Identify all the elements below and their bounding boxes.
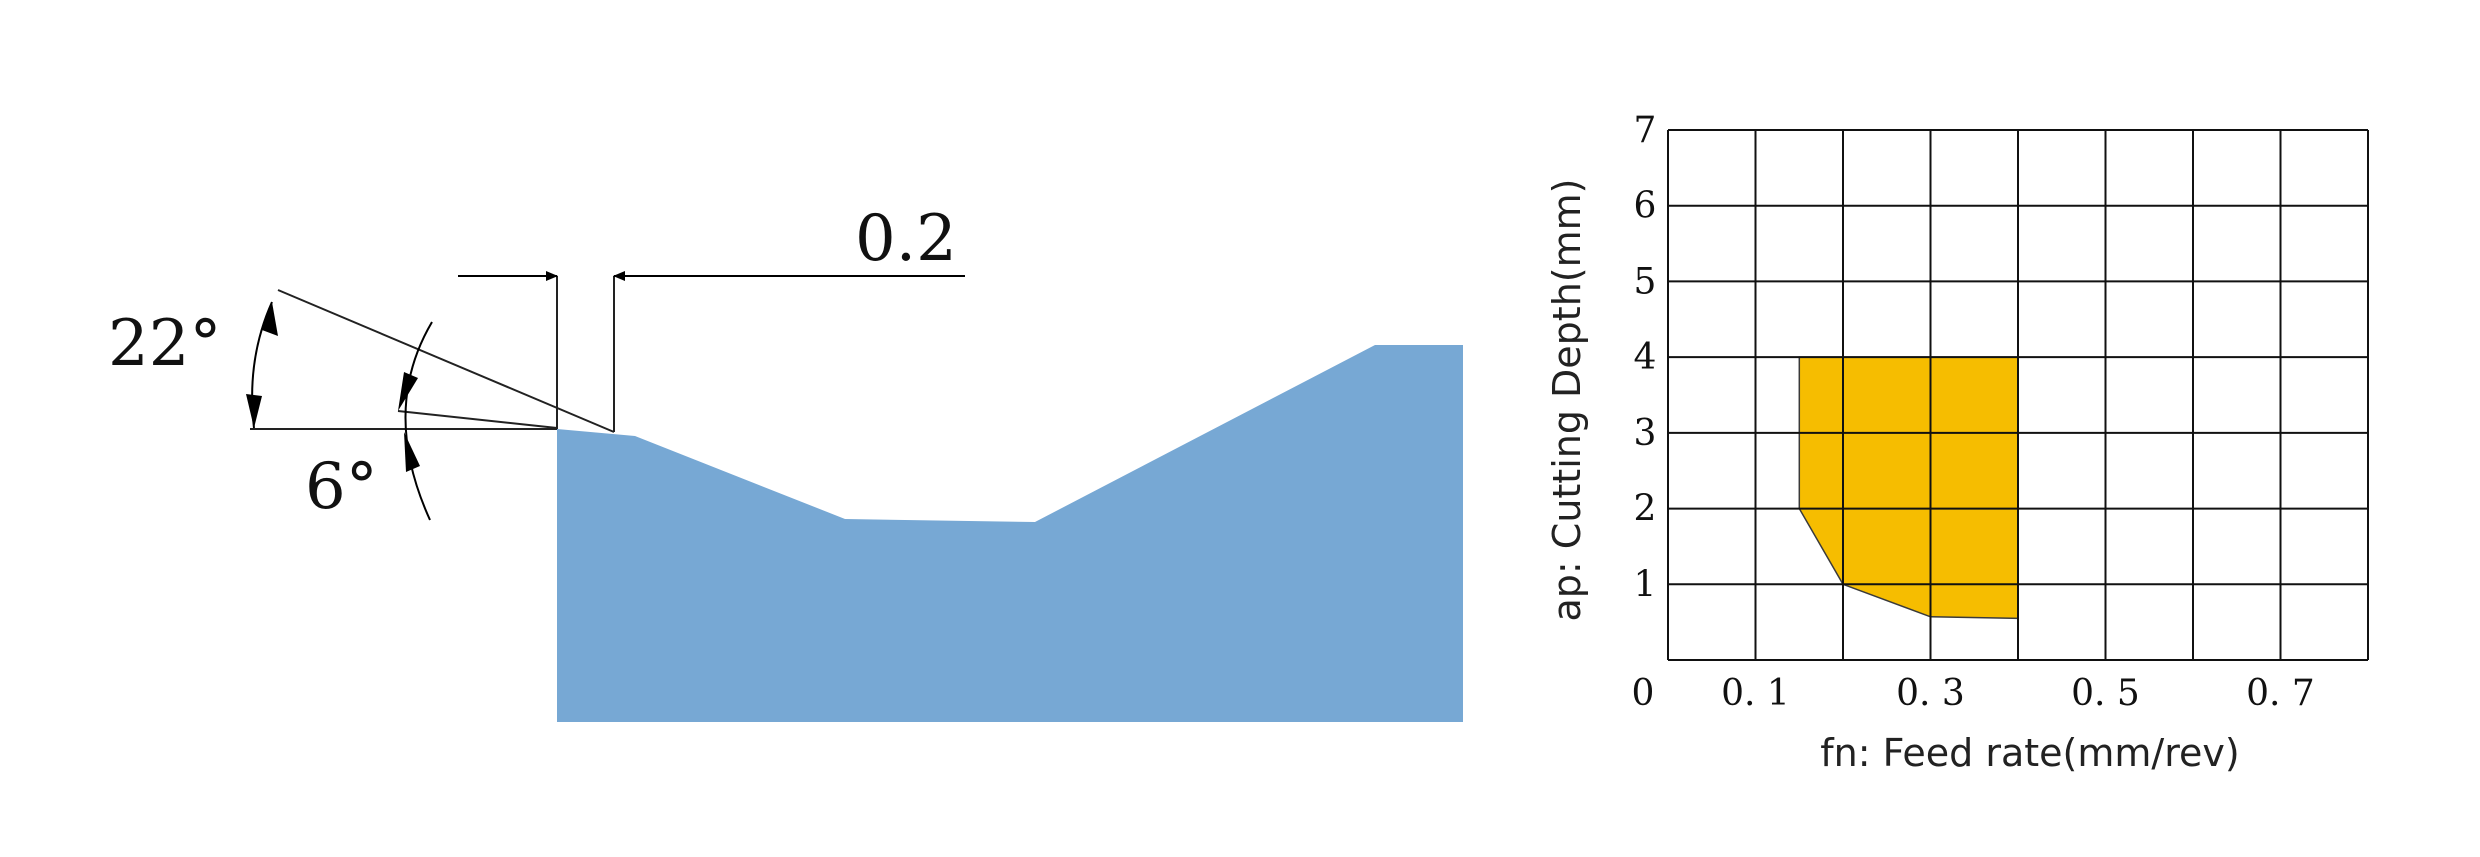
chart-y-tick-label: 7 (1634, 110, 1657, 151)
chart-y-tick-label: 3 (1634, 413, 1657, 454)
cutting-range-chart: 0. 1 0. 3 0. 5 0. 7 1 2 3 4 5 6 7 0 fn: Feed rate(… (1545, 110, 2369, 775)
chart-xlabel: fn: Feed rate(mm/rev) (1820, 731, 2239, 775)
workpiece-profile (557, 345, 1463, 722)
angle-22-arrow-top (262, 302, 278, 336)
chart-x-tick-label: 0. 3 (1896, 673, 1965, 714)
angle-6-arc (404, 321, 433, 521)
chart-region (1798, 356, 2019, 620)
chart-region-layer (1798, 356, 2019, 620)
dimension-width-label: 0.2 (855, 202, 957, 276)
angle-bottom-label: 6° (305, 450, 378, 524)
chart-x-tick-label: 0. 7 (2246, 673, 2315, 714)
rake-face-6-line (397, 410, 558, 429)
insert-geometry-diagram: 0.2 22° 6° (108, 202, 1463, 722)
rake-face-22-line (277, 289, 615, 433)
angle-6-arrow-bottom (404, 432, 420, 472)
chart-origin-label: 0 (1632, 673, 1655, 714)
chart-y-tick-label: 5 (1634, 261, 1657, 302)
angle-22-arrow-bottom (246, 394, 262, 428)
chart-ticks-layer: 0. 1 0. 3 0. 5 0. 7 1 2 3 4 5 6 7 (1634, 110, 2315, 714)
chart-x-tick-label: 0. 5 (2071, 673, 2140, 714)
chart-y-tick-label: 1 (1634, 564, 1657, 605)
chart-x-tick-label: 0. 1 (1721, 673, 1790, 714)
chart-grid-layer (1667, 129, 2369, 661)
chart-ylabel: ap: Cutting Depth(mm) (1545, 179, 1589, 622)
angle-top-label: 22° (108, 307, 221, 381)
chart-y-tick-label: 6 (1634, 186, 1657, 227)
chart-y-tick-label: 2 (1634, 489, 1657, 530)
angle-6-arrow-top (398, 372, 418, 411)
chart-y-tick-label: 4 (1634, 337, 1657, 378)
